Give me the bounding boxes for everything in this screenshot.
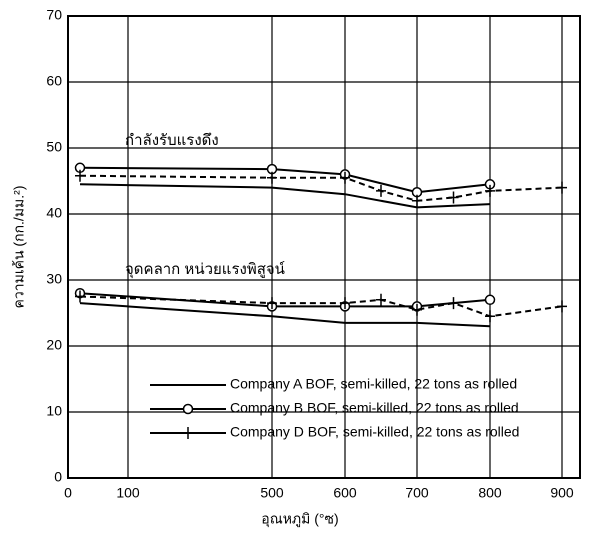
y-tick-label: 60 xyxy=(46,73,62,89)
marker xyxy=(412,303,422,316)
marker xyxy=(485,184,495,197)
legend-marker xyxy=(183,427,193,439)
x-tick-label: 500 xyxy=(260,485,284,501)
y-tick-label: 20 xyxy=(46,337,62,353)
x-axis-label: อุณหภูมิ (°ซ) xyxy=(261,511,338,528)
series-line xyxy=(79,295,563,318)
marker xyxy=(557,181,567,194)
marker xyxy=(340,171,350,184)
x-tick-label: 0 xyxy=(64,485,72,501)
y-tick-label: 0 xyxy=(54,469,62,485)
marker xyxy=(75,290,85,303)
y-tick-label: 70 xyxy=(46,7,62,23)
annotation: จุดคลาก หน่วยแรงพิสูจน์ xyxy=(125,261,285,279)
series-line xyxy=(79,183,491,209)
marker xyxy=(376,293,386,306)
y-tick-label: 40 xyxy=(46,205,62,221)
y-axis-label: ความเค้น (กก./มม.²) xyxy=(11,186,27,309)
marker xyxy=(376,184,386,197)
annotation: กำลังรับแรงดึง xyxy=(125,132,219,149)
x-tick-label: 600 xyxy=(333,485,357,501)
series-line xyxy=(79,302,491,328)
series-line xyxy=(79,292,491,308)
marker xyxy=(484,294,496,306)
marker xyxy=(448,297,459,310)
y-tick-label: 30 xyxy=(46,271,62,287)
series-line xyxy=(79,174,563,202)
marker xyxy=(557,300,567,313)
marker xyxy=(75,169,85,182)
marker xyxy=(448,191,459,204)
x-tick-label: 800 xyxy=(478,485,502,501)
marker xyxy=(267,171,277,184)
y-tick-label: 10 xyxy=(46,403,62,419)
legend-marker xyxy=(182,403,194,415)
marker xyxy=(485,310,495,323)
y-tick-label: 50 xyxy=(46,139,62,155)
legend-label: Company A BOF, semi-killed, 22 tons as r… xyxy=(230,376,517,392)
x-tick-label: 700 xyxy=(405,485,429,501)
marker xyxy=(412,194,422,207)
marker xyxy=(340,297,350,310)
x-tick-label: 100 xyxy=(116,485,140,501)
marker xyxy=(267,297,277,310)
x-tick-label: 900 xyxy=(550,485,574,501)
legend-label: Company D BOF, semi-killed, 22 tons as r… xyxy=(230,424,519,440)
legend-label: Company B BOF, semi-killed, 22 tons as r… xyxy=(230,400,519,416)
